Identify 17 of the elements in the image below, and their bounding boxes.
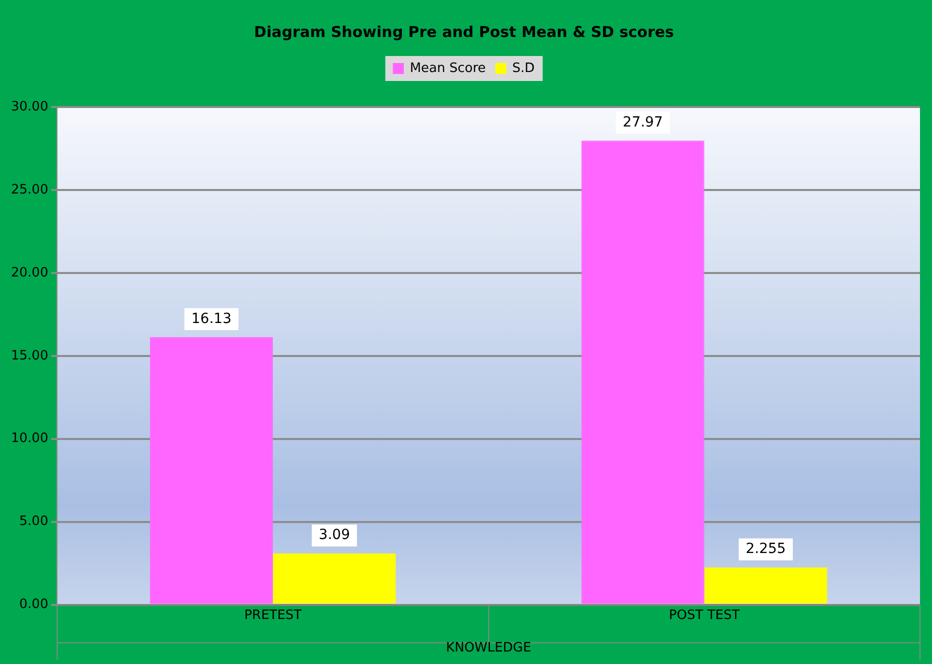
x-axis-title: KNOWLEDGE	[446, 640, 532, 656]
y-tick-label: 10.00	[11, 431, 48, 446]
legend-label: S.D	[512, 60, 535, 76]
data-label: 16.13	[191, 310, 232, 327]
y-tick-label: 15.00	[11, 348, 48, 364]
legend-label: Mean Score	[410, 60, 486, 76]
y-tick-label: 0.00	[19, 597, 48, 612]
data-label: 2.255	[746, 541, 786, 558]
data-label: 27.97	[622, 114, 663, 130]
chart-title: Diagram Showing Pre and Post Mean & SD scores	[254, 22, 674, 41]
y-tick-label: 20.00	[11, 265, 48, 280]
y-tick-label: 5.00	[19, 514, 48, 530]
x-tick-label: PRETEST	[244, 608, 302, 623]
data-label: 3.09	[318, 527, 350, 544]
y-tick-label: 30.00	[11, 99, 48, 114]
y-tick-label: 25.00	[11, 182, 48, 198]
x-tick-label: POST TEST	[668, 608, 740, 623]
